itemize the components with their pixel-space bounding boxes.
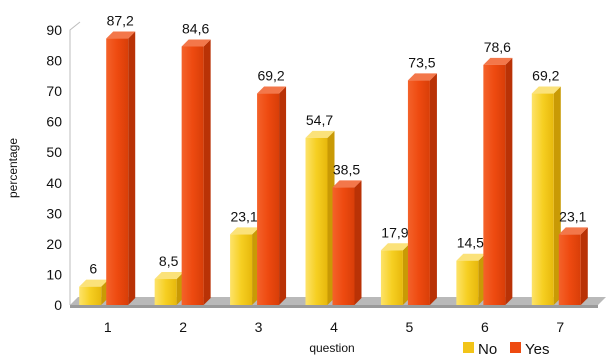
y-tick-label: 0 xyxy=(54,297,62,313)
bar-front xyxy=(305,137,328,305)
bar-front xyxy=(531,93,554,305)
bar-no-q6 xyxy=(456,253,486,305)
bar-top xyxy=(79,279,109,287)
x-axis: 1 2 3 4 5 6 7 xyxy=(104,319,565,335)
bar-top xyxy=(257,86,287,94)
x-tick-label: 6 xyxy=(481,319,489,335)
bar-top xyxy=(230,227,260,235)
chart-back-wall xyxy=(69,21,81,305)
data-label-yes-q6: 78,6 xyxy=(484,39,511,55)
bar-yes-q4 xyxy=(332,180,362,305)
y-tick-label: 10 xyxy=(46,266,62,282)
bar-front xyxy=(106,38,129,306)
data-label-yes-q7: 23,1 xyxy=(559,208,586,224)
bar-front xyxy=(230,234,253,305)
legend-label-yes: Yes xyxy=(525,341,549,358)
bar-yes-q1 xyxy=(106,31,136,306)
data-label-no-q3: 23,1 xyxy=(230,208,257,224)
bar-no-q2 xyxy=(154,272,184,305)
bar-yes-q7 xyxy=(558,227,588,305)
bar-side xyxy=(429,73,437,306)
bar-front xyxy=(380,250,403,305)
y-tick-label: 40 xyxy=(46,175,62,191)
y-tick-label: 30 xyxy=(46,205,62,221)
bar-yes-q2 xyxy=(181,39,211,305)
data-label-no-q4: 54,7 xyxy=(306,112,333,128)
y-tick-label: 90 xyxy=(46,22,62,38)
data-label-yes-q5: 73,5 xyxy=(408,54,435,70)
x-tick-label: 7 xyxy=(556,319,564,335)
data-label-no-q7: 69,2 xyxy=(532,68,559,84)
bar-top xyxy=(154,272,184,280)
bar-yes-q3 xyxy=(257,86,287,305)
bar-yes-q5 xyxy=(407,73,437,306)
y-tick-label: 50 xyxy=(46,144,62,160)
data-label-no-q6: 14,5 xyxy=(457,235,484,251)
bars-group: 6 87,2 8,5 84,6 23,1 69,2 54,7 38,5 17,9 73,5 14,5… xyxy=(79,13,588,306)
bar-no-q1 xyxy=(79,279,109,305)
y-tick-label: 70 xyxy=(46,83,62,99)
y-tick-label: 80 xyxy=(46,53,62,69)
bar-front xyxy=(181,46,204,305)
bar-top xyxy=(558,227,588,235)
bar-top xyxy=(380,243,410,251)
bar-front xyxy=(407,80,430,306)
x-tick-label: 2 xyxy=(179,319,187,335)
bar-no-q7 xyxy=(531,86,561,305)
data-label-no-q5: 17,9 xyxy=(381,224,408,240)
y-tick-label: 20 xyxy=(46,236,62,252)
bar-front xyxy=(332,187,355,305)
x-tick-label: 1 xyxy=(104,319,112,335)
legend: No Yes xyxy=(463,341,549,358)
bar-no-q4 xyxy=(305,130,335,305)
bar-top xyxy=(305,130,335,138)
data-label-yes-q1: 87,2 xyxy=(107,13,134,29)
bar-top xyxy=(181,39,211,47)
bar-side xyxy=(279,86,287,305)
bar-top xyxy=(456,253,486,261)
bar-front xyxy=(79,286,102,305)
bar-side xyxy=(505,57,513,306)
x-tick-label: 3 xyxy=(255,319,263,335)
bar-side xyxy=(580,227,588,305)
x-axis-title: question xyxy=(309,341,354,355)
legend-label-no: No xyxy=(478,341,497,358)
bar-top xyxy=(531,86,561,94)
data-label-yes-q4: 38,5 xyxy=(333,161,360,177)
y-axis: 0 10 20 30 40 50 60 70 80 90 xyxy=(46,22,62,313)
bar-side xyxy=(354,180,362,305)
bar-side xyxy=(128,31,136,306)
y-axis-title: percentage xyxy=(6,138,20,198)
bar-no-q5 xyxy=(380,243,410,305)
bar-front xyxy=(558,234,581,305)
chart-floor-edge xyxy=(70,305,598,308)
legend-swatch-no xyxy=(463,342,474,353)
data-label-yes-q3: 69,2 xyxy=(257,68,284,84)
bar-front xyxy=(257,93,280,305)
bar-front xyxy=(154,279,177,305)
x-tick-label: 5 xyxy=(406,319,414,335)
legend-swatch-yes xyxy=(510,342,521,353)
bar-top xyxy=(332,180,362,188)
bar-front xyxy=(456,260,479,305)
bar-top xyxy=(106,31,136,39)
bar-front xyxy=(483,64,506,305)
y-tick-label: 60 xyxy=(46,114,62,130)
bar-top xyxy=(483,57,513,65)
x-tick-label: 4 xyxy=(330,319,338,335)
data-label-no-q1: 6 xyxy=(89,261,97,277)
bar-top xyxy=(407,73,437,81)
bar-no-q3 xyxy=(230,227,260,305)
data-label-no-q2: 8,5 xyxy=(159,253,179,269)
data-label-yes-q2: 84,6 xyxy=(182,21,209,37)
bar-yes-q6 xyxy=(483,57,513,306)
bar-side xyxy=(203,39,211,305)
